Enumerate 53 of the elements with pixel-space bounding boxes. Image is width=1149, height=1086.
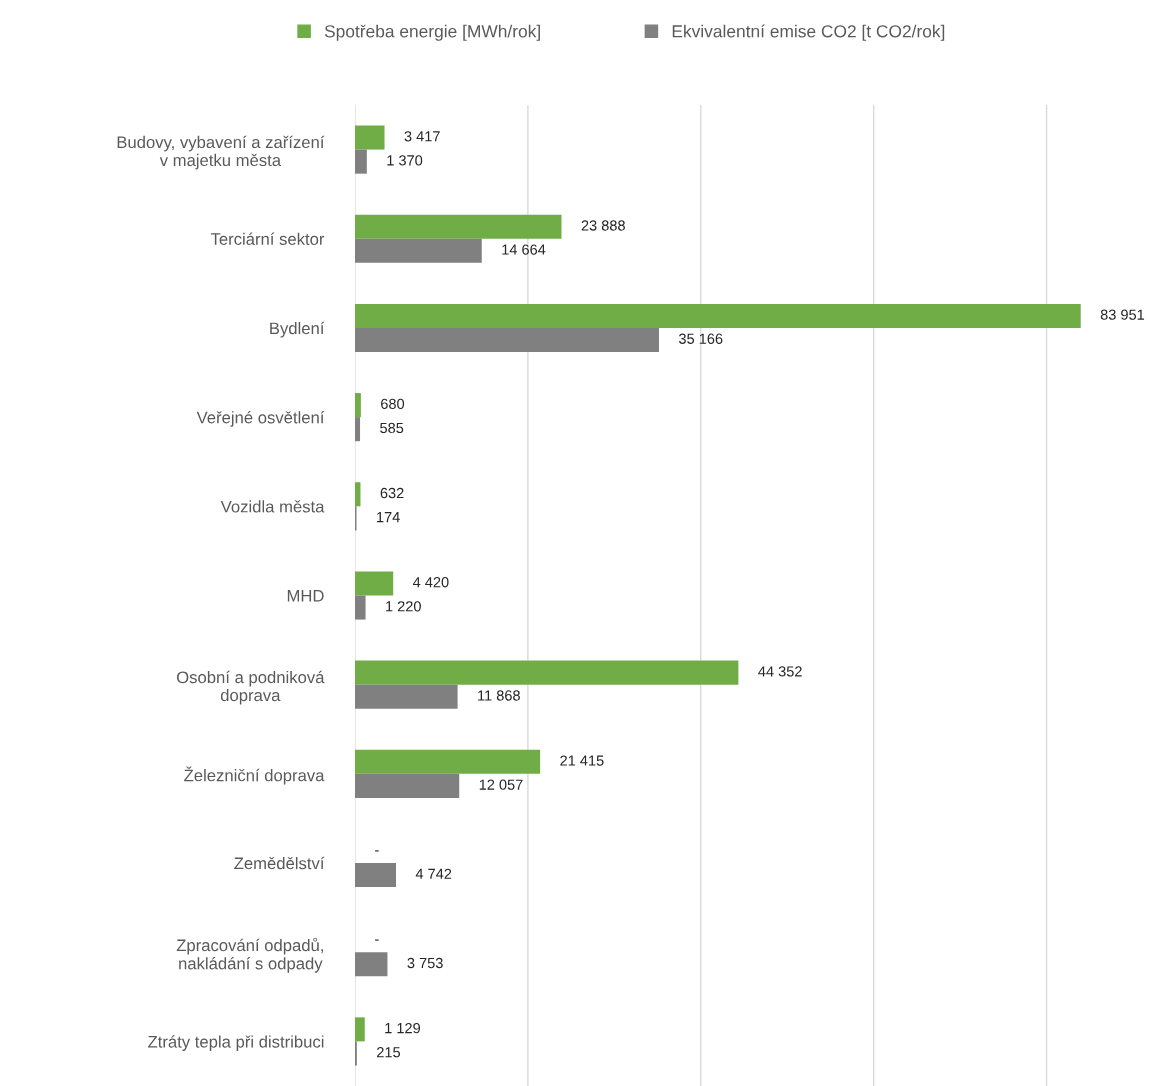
- bar: [355, 571, 394, 596]
- data-label: 44 352: [758, 666, 802, 677]
- data-label: 585: [380, 422, 404, 434]
- data-label: 1 220: [386, 601, 421, 612]
- bar: [355, 684, 458, 709]
- y-tick-label: Vozidla města: [220, 500, 325, 513]
- bar: [355, 482, 361, 507]
- y-tick-label: Ztráty tepla při distribuci: [148, 1035, 324, 1051]
- data-label: 4 420: [412, 577, 449, 588]
- data-label: 11 868: [478, 690, 520, 701]
- y-tick-label: Zpracování odpadů, nakládání s odpady: [176, 937, 323, 973]
- data-label: 1 129: [385, 1022, 421, 1034]
- data-label: 174: [377, 512, 400, 523]
- data-label: 35 166: [678, 333, 723, 344]
- y-tick-label: Terciární sektor: [210, 232, 325, 245]
- bar: [355, 660, 739, 685]
- bar: [355, 303, 1081, 328]
- legend-label: Spotřeba energie [MWh/rok]: [324, 24, 540, 41]
- bar: [355, 773, 460, 798]
- bar: [355, 393, 361, 418]
- bar: [355, 417, 361, 442]
- data-label: 215: [377, 1047, 401, 1058]
- text: -: [375, 850, 379, 852]
- data-label: 14 664: [502, 244, 546, 255]
- data-label: 632: [380, 487, 404, 499]
- bar: [355, 149, 367, 174]
- bar: [355, 595, 366, 620]
- bar: [355, 749, 541, 774]
- data-label: 3 417: [404, 131, 440, 142]
- y-tick-label: MHD: [287, 590, 324, 602]
- text: -: [375, 939, 379, 941]
- legend-label: Ekvivalentní emise CO2 [t CO2/rok]: [672, 24, 945, 41]
- data-label: 23 888: [581, 220, 625, 231]
- y-tick-label: Bydlení: [270, 321, 325, 338]
- data-label: 4 742: [415, 868, 452, 879]
- bar: [355, 327, 659, 353]
- bar: [355, 1017, 365, 1042]
- y-tick-label: Veřejné osvětlení: [196, 411, 325, 427]
- data-label: 1 370: [387, 155, 423, 166]
- bar: [355, 863, 396, 888]
- bar: [355, 238, 482, 263]
- y-tick-label: Osobní a podniková doprava: [176, 670, 325, 705]
- y-tick-label: Budovy, vybavení a zařízení v majetku města: [117, 135, 325, 170]
- bar: [355, 125, 385, 150]
- y-tick-label: Železniční doprava: [184, 766, 325, 785]
- data-label: 680: [381, 398, 405, 410]
- y-tick-label: Zemědělství: [234, 856, 325, 870]
- data-label: 12 057: [479, 779, 523, 790]
- data-label: 83 951: [1100, 309, 1145, 320]
- data-label: 21 415: [560, 755, 604, 766]
- data-label: 3 753: [407, 957, 443, 969]
- bar: [355, 214, 562, 239]
- bar: [355, 952, 388, 977]
